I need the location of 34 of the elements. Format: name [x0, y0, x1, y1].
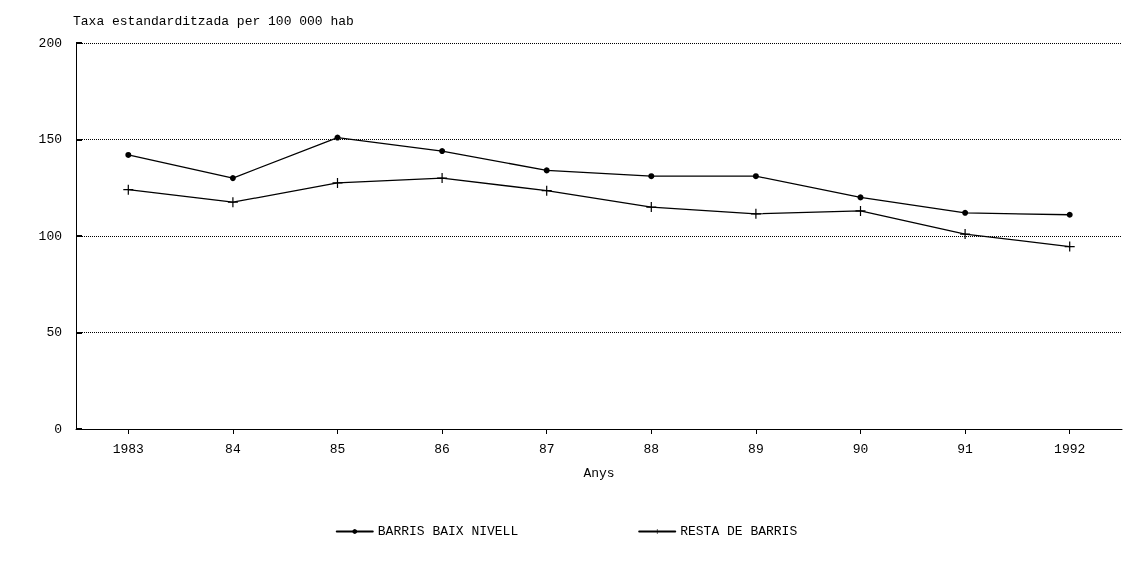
x-tick-label: 85 [329, 442, 346, 457]
point [543, 167, 550, 174]
point [752, 173, 759, 180]
x-tick-label: 89 [748, 442, 764, 457]
x-tick-label: 87 [538, 442, 555, 457]
chart-title: Taxa estandarditzada per 100 000 hab [73, 14, 354, 29]
y-tick-label: 50 [46, 325, 62, 340]
point [750, 208, 761, 219]
point [332, 177, 343, 188]
x-tick-label: 88 [643, 442, 660, 457]
x-tick-label: 84 [225, 442, 241, 457]
point [1066, 211, 1073, 218]
point [125, 151, 132, 158]
y-tick-label: 0 [54, 421, 62, 437]
legend-label: RESTA DE BARRIS [680, 524, 798, 539]
point [229, 175, 236, 182]
point [646, 202, 657, 213]
point [334, 134, 341, 141]
point [227, 197, 238, 208]
legend-label: BARRIS BAIX NIVELL [377, 524, 519, 539]
x-tick-label: 1992 [1054, 442, 1086, 457]
y-tick-label: 200 [38, 35, 62, 51]
y-tick-label: 100 [38, 228, 62, 244]
point [439, 148, 446, 155]
point [648, 173, 655, 180]
point [962, 209, 969, 216]
x-tick-label: 91 [957, 442, 974, 457]
x-tick-label: 1983 [112, 442, 144, 457]
x-tick-label: 90 [852, 442, 869, 457]
y-tick-label: 150 [38, 132, 62, 147]
x-axis-title: Anys [583, 466, 615, 481]
point [960, 229, 971, 240]
point [855, 205, 866, 216]
x-tick-label: 86 [434, 442, 450, 457]
